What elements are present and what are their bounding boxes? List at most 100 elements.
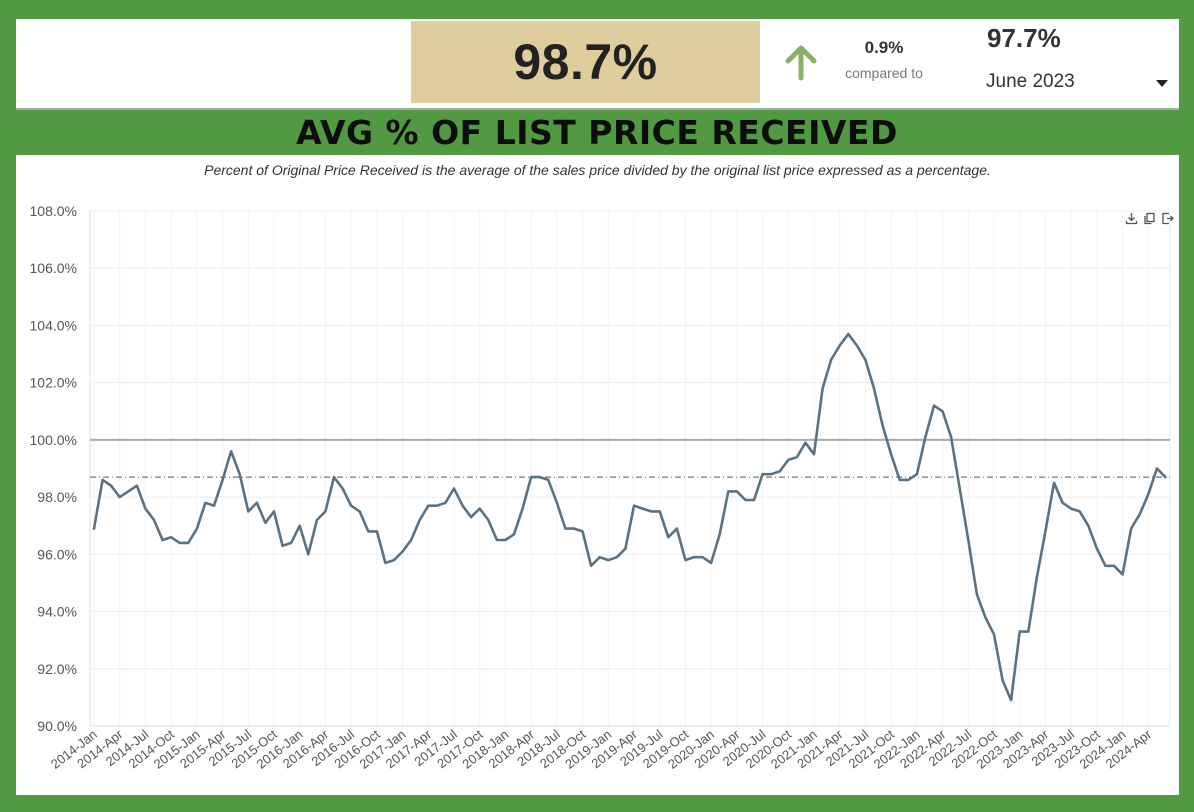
data-point	[401, 550, 404, 553]
data-point	[264, 521, 267, 524]
data-point	[1010, 699, 1013, 702]
data-point	[1113, 564, 1115, 567]
y-tick-label: 108.0%	[30, 203, 77, 219]
data-point	[333, 476, 335, 478]
data-point	[273, 510, 275, 513]
data-point	[453, 487, 455, 490]
y-tick-label: 94.0%	[37, 604, 77, 620]
data-point	[915, 473, 918, 476]
data-point	[761, 473, 764, 476]
data-point	[830, 358, 833, 361]
data-point	[290, 541, 293, 544]
data-point	[307, 553, 310, 556]
data-point	[941, 410, 944, 413]
data-point	[384, 562, 387, 564]
data-point	[213, 504, 215, 507]
y-tick-label: 106.0%	[30, 260, 77, 276]
y-tick-label: 96.0%	[37, 546, 77, 562]
data-point	[787, 459, 790, 461]
data-point	[478, 507, 481, 510]
data-point	[890, 453, 893, 456]
data-point	[127, 490, 130, 493]
data-point	[1044, 530, 1047, 533]
y-tick-label: 92.0%	[37, 661, 77, 677]
data-point	[298, 524, 301, 527]
change-value: 0.9%	[864, 38, 904, 57]
data-point	[581, 530, 584, 533]
data-point	[555, 501, 558, 504]
compared-label: compared to	[845, 65, 923, 81]
page-title: AVG % OF LIST PRICE RECEIVED	[296, 113, 898, 152]
data-point	[684, 559, 687, 561]
data-point	[778, 470, 781, 473]
data-point	[341, 487, 344, 490]
data-point	[1035, 576, 1038, 579]
data-point	[435, 504, 438, 507]
export-icon[interactable]	[1160, 211, 1175, 226]
data-point	[367, 530, 370, 533]
dropdown-icon[interactable]	[1156, 80, 1168, 88]
data-point	[324, 510, 327, 513]
data-point	[641, 507, 644, 510]
data-point	[881, 424, 884, 427]
kpi-bar: 98.7% 0.9% compared to 97.7% June 2023	[16, 19, 1179, 110]
data-point	[607, 559, 610, 561]
data-point	[675, 527, 678, 530]
data-point	[281, 544, 284, 547]
download-icon[interactable]	[1124, 211, 1139, 226]
data-point	[907, 479, 910, 481]
data-point	[564, 527, 567, 530]
data-point	[393, 559, 395, 561]
chart-panel: 90.0% 92.0% 94.0% 96.0% 98.0% 100.0% 102.0% 104…	[16, 155, 1179, 795]
up-arrow-icon	[785, 45, 817, 81]
data-point	[650, 510, 653, 513]
data-point	[795, 456, 798, 458]
data-point	[573, 527, 575, 530]
data-point	[1001, 679, 1004, 682]
data-point	[1078, 510, 1081, 513]
data-point	[821, 387, 824, 390]
data-point	[984, 616, 987, 619]
y-tick-label: 104.0%	[30, 317, 77, 333]
data-point	[358, 510, 361, 513]
y-tick-label: 98.0%	[37, 489, 77, 505]
data-point	[718, 533, 721, 536]
data-point	[993, 633, 995, 636]
data-point	[315, 519, 318, 521]
data-point	[701, 556, 704, 559]
chart-toolbar	[1124, 211, 1175, 226]
data-point	[1018, 630, 1021, 633]
data-point	[238, 473, 241, 476]
data-point	[410, 539, 413, 541]
data-point	[1155, 467, 1158, 470]
data-point	[855, 344, 858, 347]
data-point	[847, 333, 850, 335]
data-point	[590, 564, 593, 567]
data-point	[495, 539, 498, 541]
data-point	[221, 479, 224, 481]
data-point	[735, 490, 738, 493]
data-point	[813, 453, 815, 456]
data-point	[693, 556, 695, 559]
data-point	[924, 436, 927, 438]
copy-icon[interactable]	[1142, 211, 1157, 226]
data-point	[898, 479, 901, 481]
data-point	[873, 387, 875, 390]
data-point	[598, 556, 601, 559]
data-point	[615, 556, 618, 559]
data-point	[513, 533, 515, 536]
data-point	[967, 539, 970, 541]
data-point	[461, 504, 464, 507]
data-point	[1095, 547, 1098, 550]
data-point	[521, 507, 524, 510]
data-point	[247, 510, 250, 513]
period-select[interactable]: June 2023	[986, 69, 1168, 97]
data-point	[418, 519, 421, 521]
data-point	[933, 404, 935, 407]
data-point	[547, 479, 550, 481]
data-point	[975, 593, 978, 596]
data-point	[1130, 527, 1133, 530]
data-point	[195, 527, 198, 530]
data-point	[470, 516, 473, 519]
data-point	[1070, 507, 1073, 510]
